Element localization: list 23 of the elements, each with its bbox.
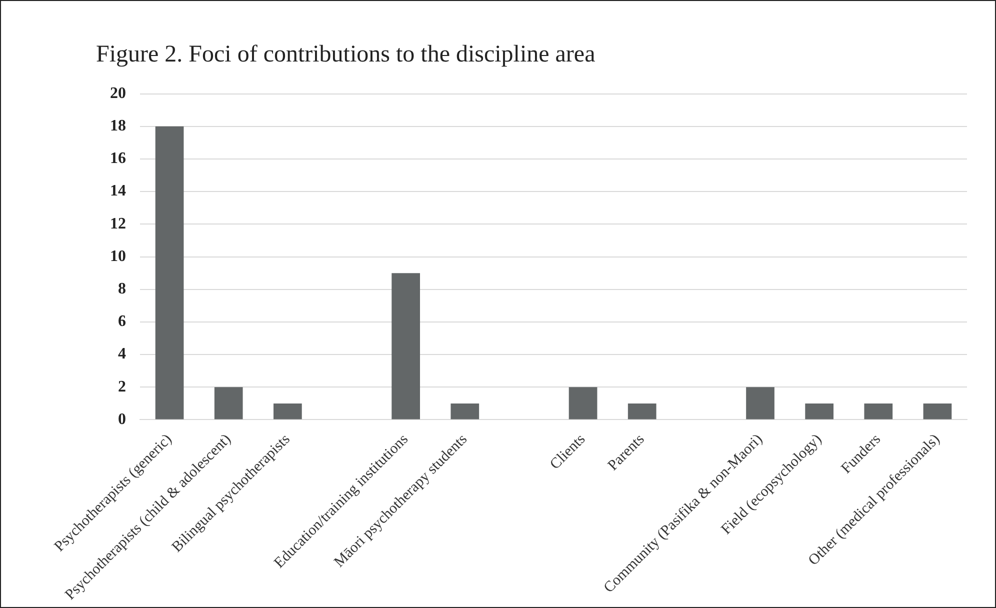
y-tick-label: 6 <box>118 313 126 330</box>
chart-title: Figure 2. Foci of contributions to the discipline area <box>96 42 596 68</box>
y-tick-label: 4 <box>118 346 126 363</box>
y-tick-label: 18 <box>110 118 126 135</box>
y-tick-label: 8 <box>118 280 126 298</box>
y-tick-label: 16 <box>110 150 126 168</box>
bar <box>923 403 952 420</box>
bar <box>628 403 656 420</box>
bar <box>864 403 893 420</box>
y-tick-label: 0 <box>118 410 126 428</box>
bar <box>450 403 480 420</box>
bar <box>805 403 834 420</box>
y-tick-label: 10 <box>110 248 126 265</box>
y-tick-label: 14 <box>110 182 126 200</box>
y-tick-label: 12 <box>110 215 126 232</box>
y-tick-label: 20 <box>110 84 126 102</box>
bar <box>568 387 598 420</box>
bar <box>214 387 243 420</box>
bar <box>155 126 184 420</box>
bar <box>392 273 420 420</box>
bar <box>274 403 302 420</box>
bar <box>746 387 774 420</box>
y-tick-label: 2 <box>118 378 126 396</box>
